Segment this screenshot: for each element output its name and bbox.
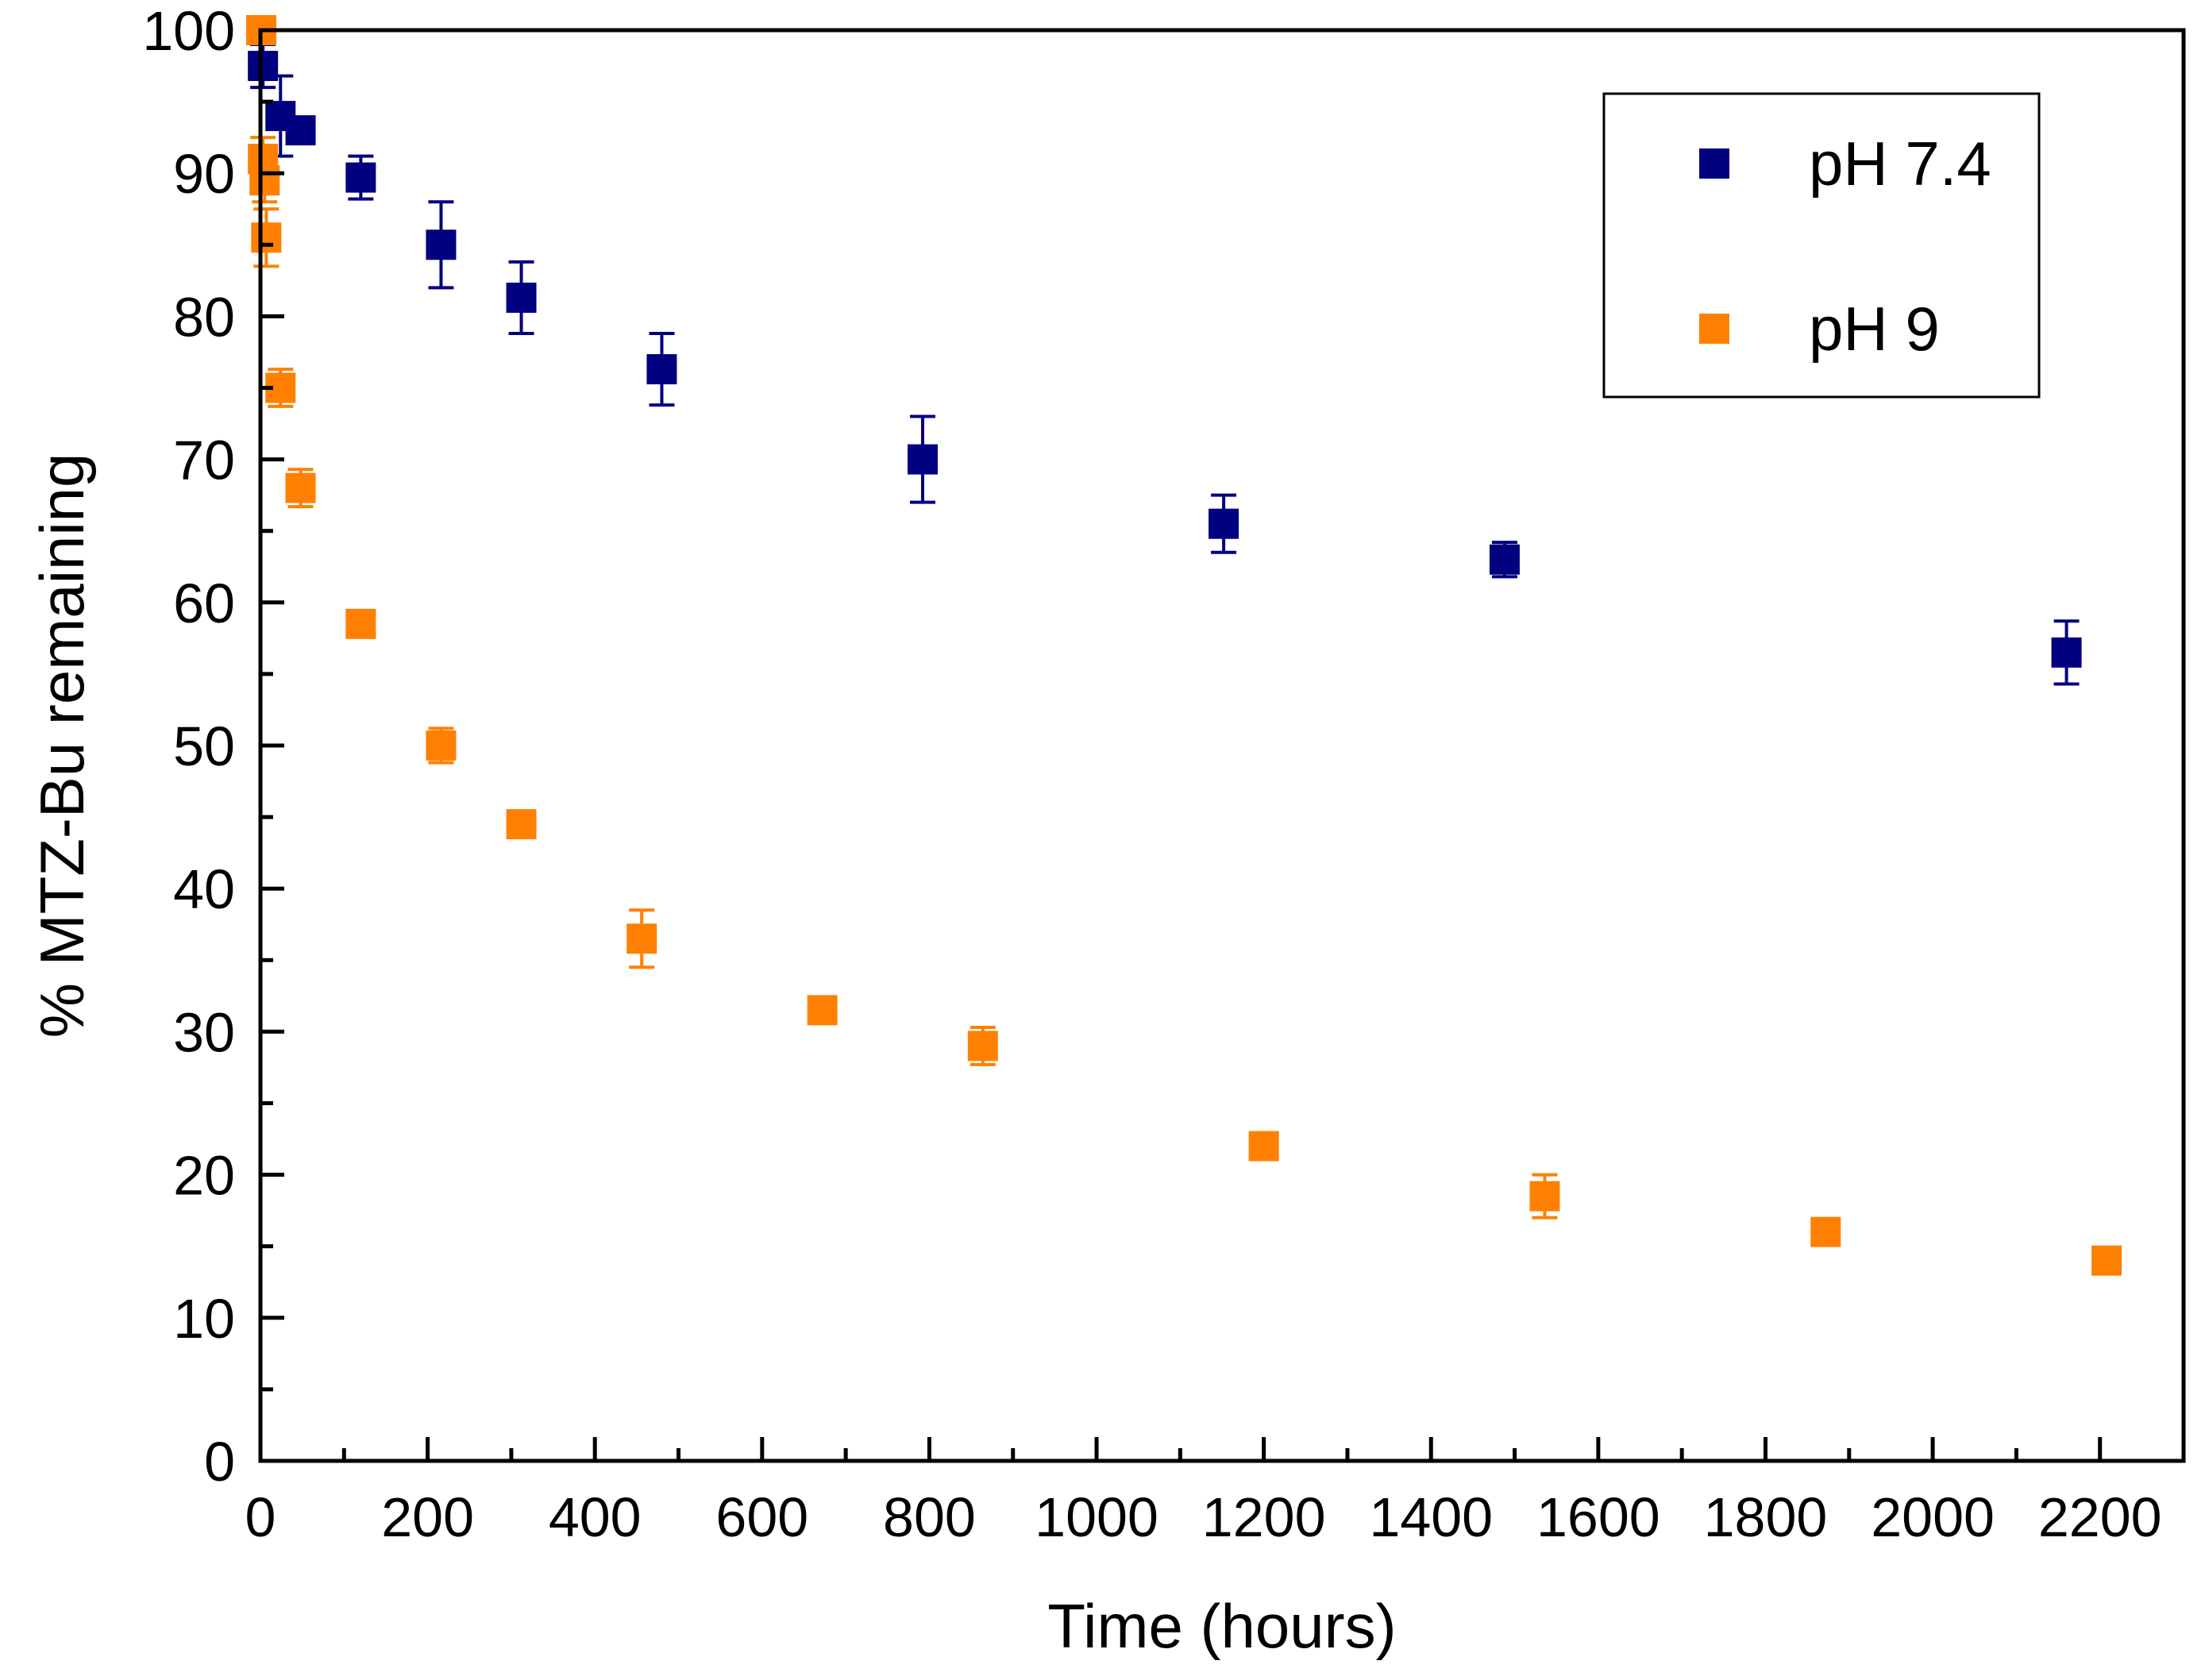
y-tick-label: 70 <box>173 430 235 491</box>
tick-labels-layer: 0 200 400 600 800 1000 1200 1400 1600 1800 2000 220… <box>142 0 2161 1548</box>
data-point-ph-7-4 <box>248 51 279 82</box>
data-point-ph-9 <box>426 730 457 761</box>
y-tick-label: 50 <box>173 715 235 777</box>
legend-label-ph-7-4: pH 7.4 <box>1809 129 1991 198</box>
x-tick-label: 0 <box>245 1486 276 1548</box>
x-tick-label: 2200 <box>2038 1486 2162 1548</box>
data-point-ph-7-4 <box>908 444 939 475</box>
y-tick-label: 10 <box>173 1288 235 1350</box>
x-tick-label: 600 <box>715 1486 808 1548</box>
markers-layer <box>246 15 2122 1276</box>
data-point-ph-7-4 <box>1209 508 1239 539</box>
data-point-ph-9 <box>506 809 537 840</box>
data-point-ph-9 <box>345 608 376 639</box>
data-point-ph-7-4 <box>2051 637 2082 668</box>
x-tick-label: 1000 <box>1035 1486 1158 1548</box>
data-point-ph-7-4 <box>506 282 537 313</box>
data-point-ph-9 <box>249 165 280 196</box>
x-tick-label: 1200 <box>1202 1486 1326 1548</box>
legend-label-ph-9: pH 9 <box>1809 294 1940 364</box>
data-point-ph-9 <box>1529 1181 1560 1212</box>
data-point-ph-9 <box>285 472 316 503</box>
data-point-ph-7-4 <box>285 115 316 146</box>
y-tick-label: 20 <box>173 1145 235 1207</box>
x-tick-label: 800 <box>883 1486 976 1548</box>
data-point-ph-7-4 <box>646 354 677 385</box>
data-point-ph-9 <box>2091 1245 2122 1276</box>
x-axis-title: Time (hours) <box>1047 1591 1396 1661</box>
data-point-ph-7-4 <box>426 229 457 260</box>
data-point-ph-9 <box>967 1031 998 1062</box>
data-point-ph-9 <box>807 995 838 1026</box>
x-tick-label: 1400 <box>1369 1486 1493 1548</box>
legend-box <box>1602 92 2041 399</box>
data-point-ph-9 <box>1248 1131 1279 1162</box>
legend-swatch-ph-7-4 <box>1699 148 1729 179</box>
data-point-ph-7-4 <box>1489 544 1520 575</box>
y-tick-label: 30 <box>173 1001 235 1063</box>
x-tick-label: 2000 <box>1871 1486 1995 1548</box>
data-point-ph-9 <box>1810 1216 1841 1247</box>
y-tick-label: 60 <box>173 572 235 634</box>
x-tick-label: 1800 <box>1704 1486 1828 1548</box>
ticks-layer <box>258 28 2103 1463</box>
y-tick-label: 0 <box>204 1431 235 1493</box>
data-point-ph-7-4 <box>345 162 376 193</box>
y-tick-label: 40 <box>173 858 235 920</box>
y-axis-title: % MTZ-Bu remaining <box>27 453 97 1038</box>
x-tick-label: 200 <box>381 1486 474 1548</box>
legend-swatch-ph-9 <box>1699 314 1729 344</box>
data-point-ph-9 <box>251 222 282 253</box>
y-tick-label: 100 <box>142 0 235 62</box>
y-tick-label: 80 <box>173 286 235 348</box>
x-tick-label: 1600 <box>1536 1486 1660 1548</box>
data-point-ph-9 <box>626 923 657 954</box>
x-tick-label: 400 <box>549 1486 642 1548</box>
y-tick-label: 90 <box>173 143 235 205</box>
legend: pH 7.4 pH 9 <box>1602 92 2041 399</box>
